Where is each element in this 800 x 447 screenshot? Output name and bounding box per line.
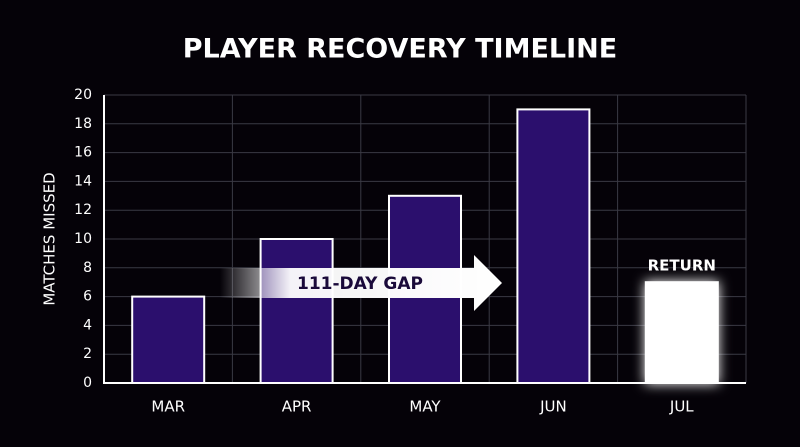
y-axis-label: MATCHES MISSED: [41, 172, 59, 305]
y-tick-label: 8: [83, 260, 92, 276]
y-tick-label: 20: [74, 87, 92, 103]
y-tick-label: 4: [83, 317, 92, 333]
x-tick-label: JUN: [539, 398, 567, 416]
gap-arrow: [220, 255, 502, 311]
y-tick-label: 12: [74, 202, 92, 218]
y-tick-label: 10: [74, 231, 92, 247]
chart-title: PLAYER RECOVERY TIMELINE: [183, 34, 617, 65]
x-tick-label: JUL: [669, 398, 694, 416]
x-tick-label: APR: [282, 398, 312, 416]
y-tick-label: 0: [83, 375, 92, 391]
y-tick-label: 18: [74, 116, 92, 132]
bar: [131, 295, 206, 385]
gap-label: 111-DAY GAP: [297, 274, 423, 294]
x-tick-label: MAR: [151, 398, 185, 416]
bar: [259, 238, 334, 384]
overlay: 111-DAY GAP RETURN: [220, 255, 716, 311]
return-label: RETURN: [648, 257, 716, 275]
y-tick-label: 14: [74, 173, 92, 189]
y-tick-label: 6: [83, 289, 92, 305]
bar: [516, 108, 591, 385]
bar: [644, 281, 719, 385]
y-tick-label: 2: [83, 346, 92, 362]
y-tick-label: 16: [74, 145, 92, 161]
x-tick-label: MAY: [409, 398, 441, 416]
